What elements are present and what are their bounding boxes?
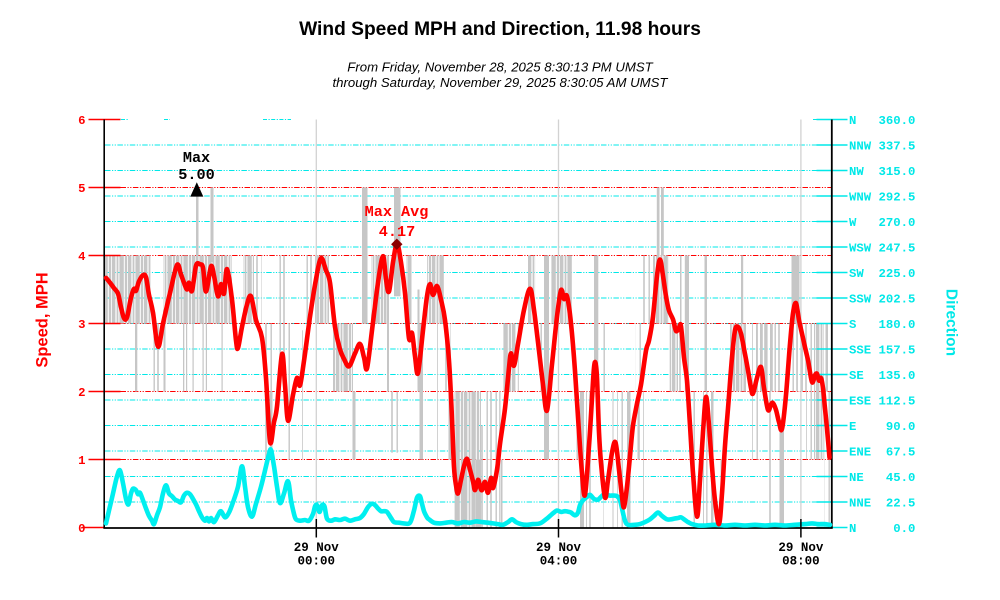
svg-text:through Saturday, November 29,: through Saturday, November 29, 2025 8:30… [333,75,669,90]
svg-text:NNE 22.5: NNE 22.5 [849,496,915,510]
svg-text:N 360.0: N 360.0 [849,114,915,128]
svg-text:W 270.0: W 270.0 [849,216,915,230]
svg-text:4.17: 4.17 [379,223,415,241]
svg-text:04:00: 04:00 [540,555,578,569]
svg-text:08:00: 08:00 [782,555,820,569]
svg-text:SSE 157.5: SSE 157.5 [849,343,915,357]
svg-text:S 180.0: S 180.0 [849,318,915,332]
svg-text:SSW 202.5: SSW 202.5 [849,292,915,306]
svg-text:00:00: 00:00 [298,555,336,569]
svg-text:Max: Max [183,149,210,167]
svg-text:NE 45.0: NE 45.0 [849,471,915,485]
svg-text:3: 3 [78,318,85,332]
svg-text:1: 1 [78,454,85,468]
svg-text:Speed, MPH: Speed, MPH [34,272,52,367]
svg-text:Max Avg: Max Avg [365,203,429,221]
svg-text:5.00: 5.00 [178,166,214,184]
svg-text:ENE 67.5: ENE 67.5 [849,445,915,459]
svg-text:SE 135.0: SE 135.0 [849,369,915,383]
svg-text:29 Nov: 29 Nov [536,541,582,555]
svg-text:Direction: Direction [943,289,960,356]
svg-text:6: 6 [78,114,85,128]
svg-text:WSW 247.5: WSW 247.5 [849,241,915,255]
svg-text:E 90.0: E 90.0 [849,420,915,434]
svg-text:N 0.0: N 0.0 [849,522,915,536]
svg-text:4: 4 [78,250,86,264]
svg-text:0: 0 [78,522,85,536]
svg-text:NNW 337.5: NNW 337.5 [849,139,915,153]
svg-text:29 Nov: 29 Nov [778,541,824,555]
svg-text:2: 2 [78,386,85,400]
svg-text:29 Nov: 29 Nov [294,541,340,555]
svg-text:WNW 292.5: WNW 292.5 [849,190,915,204]
svg-text:Wind Speed MPH and Direction,: Wind Speed MPH and Direction, 11.98 hour… [299,19,701,40]
svg-text:5: 5 [78,182,85,196]
svg-text:ESE 112.5: ESE 112.5 [849,394,915,408]
svg-text:From Friday, November 28, 2025: From Friday, November 28, 2025 8:30:13 P… [347,60,653,75]
svg-text:SW 225.0: SW 225.0 [849,267,915,281]
svg-text:NW 315.0: NW 315.0 [849,165,915,179]
